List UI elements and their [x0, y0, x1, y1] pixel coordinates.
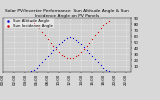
Sun Altitude Angle [83, 47, 85, 48]
Sun Incidence Angle [69, 57, 71, 59]
Sun Altitude Angle [74, 39, 77, 40]
Sun Incidence Angle [77, 54, 80, 55]
Legend: Sun Altitude Angle, Sun Incidence Angle: Sun Altitude Angle, Sun Incidence Angle [4, 18, 54, 28]
Sun Incidence Angle [32, 22, 35, 24]
Sun Incidence Angle [85, 45, 88, 47]
Sun Altitude Angle [85, 50, 88, 51]
Sun Altitude Angle [38, 65, 41, 66]
Sun Incidence Angle [74, 56, 77, 57]
Sun Altitude Angle [88, 53, 91, 54]
Sun Altitude Angle [94, 59, 96, 60]
Sun Incidence Angle [55, 48, 57, 50]
Sun Altitude Angle [63, 39, 66, 40]
Sun Altitude Angle [77, 41, 80, 43]
Sun Incidence Angle [46, 38, 49, 40]
Sun Altitude Angle [60, 41, 63, 43]
Title: Solar PV/Inverter Performance  Sun Altitude Angle & Sun Incidence Angle on PV Pa: Solar PV/Inverter Performance Sun Altitu… [5, 9, 129, 18]
Sun Altitude Angle [99, 65, 102, 66]
Sun Altitude Angle [108, 70, 110, 72]
Sun Incidence Angle [99, 27, 102, 29]
Sun Incidence Angle [60, 54, 63, 55]
Sun Altitude Angle [41, 62, 43, 63]
Sun Incidence Angle [105, 22, 107, 24]
Sun Altitude Angle [52, 50, 55, 51]
Sun Incidence Angle [108, 20, 110, 22]
Sun Altitude Angle [91, 56, 94, 57]
Sun Incidence Angle [83, 48, 85, 50]
Sun Incidence Angle [35, 24, 38, 26]
Sun Altitude Angle [46, 56, 49, 57]
Sun Altitude Angle [32, 69, 35, 70]
Sun Altitude Angle [105, 69, 107, 70]
Sun Incidence Angle [49, 42, 52, 43]
Sun Incidence Angle [91, 38, 94, 40]
Sun Altitude Angle [72, 37, 74, 39]
Sun Incidence Angle [58, 51, 60, 53]
Sun Altitude Angle [55, 47, 57, 48]
Sun Altitude Angle [66, 37, 68, 39]
Sun Altitude Angle [44, 59, 46, 60]
Sun Incidence Angle [41, 31, 43, 33]
Sun Incidence Angle [80, 51, 82, 53]
Sun Incidence Angle [38, 27, 41, 29]
Sun Incidence Angle [63, 56, 66, 57]
Sun Incidence Angle [72, 57, 74, 58]
Sun Incidence Angle [66, 57, 68, 58]
Sun Altitude Angle [30, 70, 32, 72]
Sun Incidence Angle [94, 35, 96, 36]
Sun Altitude Angle [58, 44, 60, 45]
Sun Altitude Angle [49, 53, 52, 54]
Sun Altitude Angle [35, 67, 38, 69]
Sun Altitude Angle [96, 62, 99, 63]
Sun Altitude Angle [80, 44, 82, 45]
Sun Incidence Angle [96, 31, 99, 33]
Sun Incidence Angle [102, 24, 105, 26]
Sun Incidence Angle [52, 45, 55, 47]
Sun Incidence Angle [88, 42, 91, 43]
Sun Altitude Angle [69, 36, 71, 37]
Sun Altitude Angle [102, 67, 105, 69]
Sun Incidence Angle [30, 20, 32, 22]
Sun Incidence Angle [44, 35, 46, 36]
